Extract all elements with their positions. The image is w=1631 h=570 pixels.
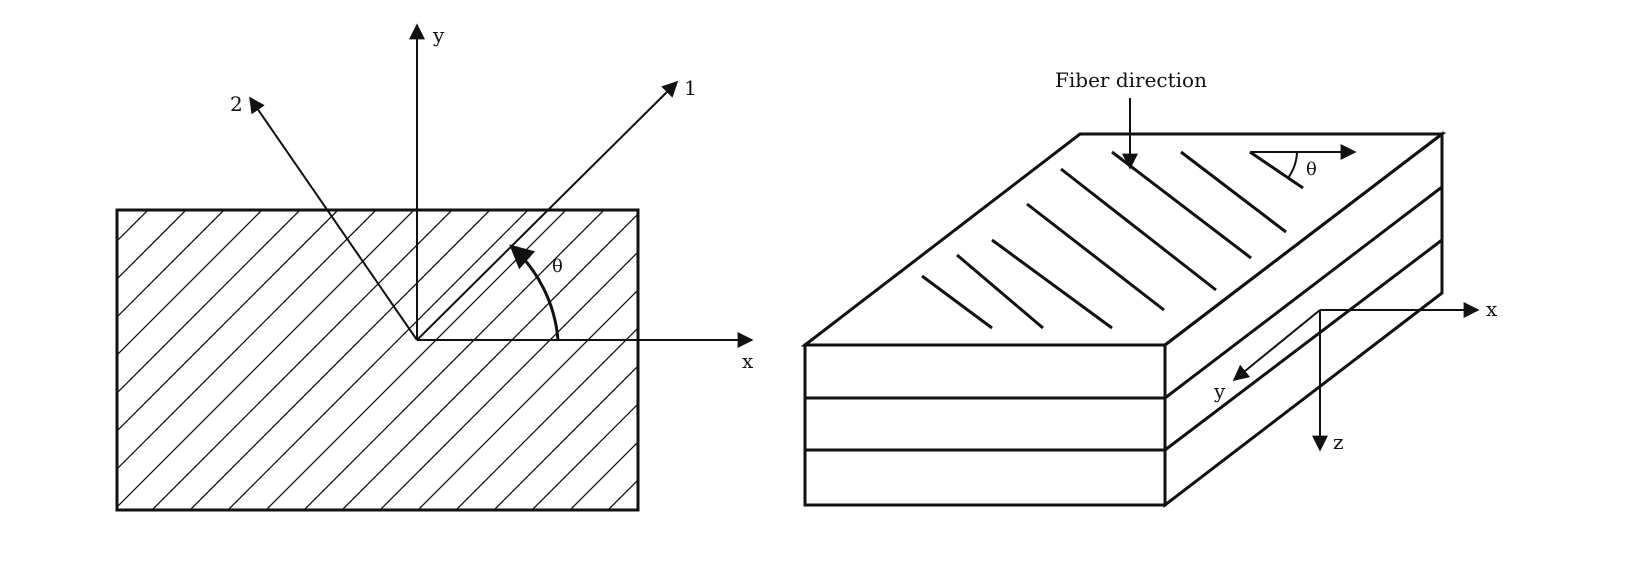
fiber-line <box>1060 167 1217 292</box>
hatch-line <box>117 210 149 242</box>
x-axis-label: x <box>742 349 754 373</box>
theta-label: θ <box>552 256 563 277</box>
transverse-axis-2 <box>249 96 418 341</box>
fiber-line <box>1180 150 1287 234</box>
fiber-line <box>1111 150 1252 260</box>
fiber-line <box>991 238 1113 330</box>
y-axis <box>1232 309 1321 382</box>
hatch-line <box>117 210 377 470</box>
ply-boundary <box>1164 238 1443 452</box>
y-axis-label: y <box>432 23 445 47</box>
hatch-line <box>303 210 605 510</box>
hatch-line <box>646 210 946 510</box>
z-axis-label: z <box>1333 430 1344 454</box>
lamina-outline <box>115 208 640 512</box>
fiber-line <box>921 274 993 330</box>
hatch-line <box>569 441 638 510</box>
x-axis-label: x <box>1486 297 1498 321</box>
ply-boundary <box>1164 185 1443 400</box>
fiber-line <box>1026 202 1165 312</box>
hatch-line <box>379 251 638 510</box>
hatch-line <box>117 210 301 394</box>
theta-label: θ <box>1306 159 1317 180</box>
hatch-line <box>117 210 225 318</box>
hatch-line <box>417 289 638 510</box>
hatch-line <box>227 210 529 510</box>
hatch-line <box>341 213 638 510</box>
fiber-hatching <box>0 210 946 510</box>
fiber-direction-label: Fiber direction <box>1055 68 1207 92</box>
hatch-line <box>0 210 110 510</box>
hatch-line <box>531 403 638 510</box>
theta-arc <box>509 244 560 341</box>
hatch-line <box>151 210 453 510</box>
fiber-line <box>956 253 1044 330</box>
lamina-plan-view: y x 1 2 θ <box>0 23 946 512</box>
fiber-line <box>1249 150 1304 190</box>
fiber-lines <box>921 150 1304 330</box>
hatch-line <box>493 365 638 510</box>
theta-arc <box>1287 151 1298 179</box>
hatch-line <box>607 479 638 510</box>
hatch-line <box>117 210 415 508</box>
axis-2-label: 2 <box>230 92 243 116</box>
laminate-isometric-view: Fiber direction θ x y z <box>800 68 1498 509</box>
fiber-axis-1 <box>416 80 679 341</box>
laminate-side-face <box>1163 130 1444 509</box>
hatch-line <box>117 210 339 432</box>
hatch-line <box>117 210 263 356</box>
hatch-line <box>455 327 638 510</box>
axis-1-label: 1 <box>684 76 697 100</box>
y-axis-label: y <box>1213 379 1226 403</box>
hatch-line <box>117 210 187 280</box>
hatch-line <box>189 210 491 510</box>
laminate-front-face <box>803 343 1167 507</box>
